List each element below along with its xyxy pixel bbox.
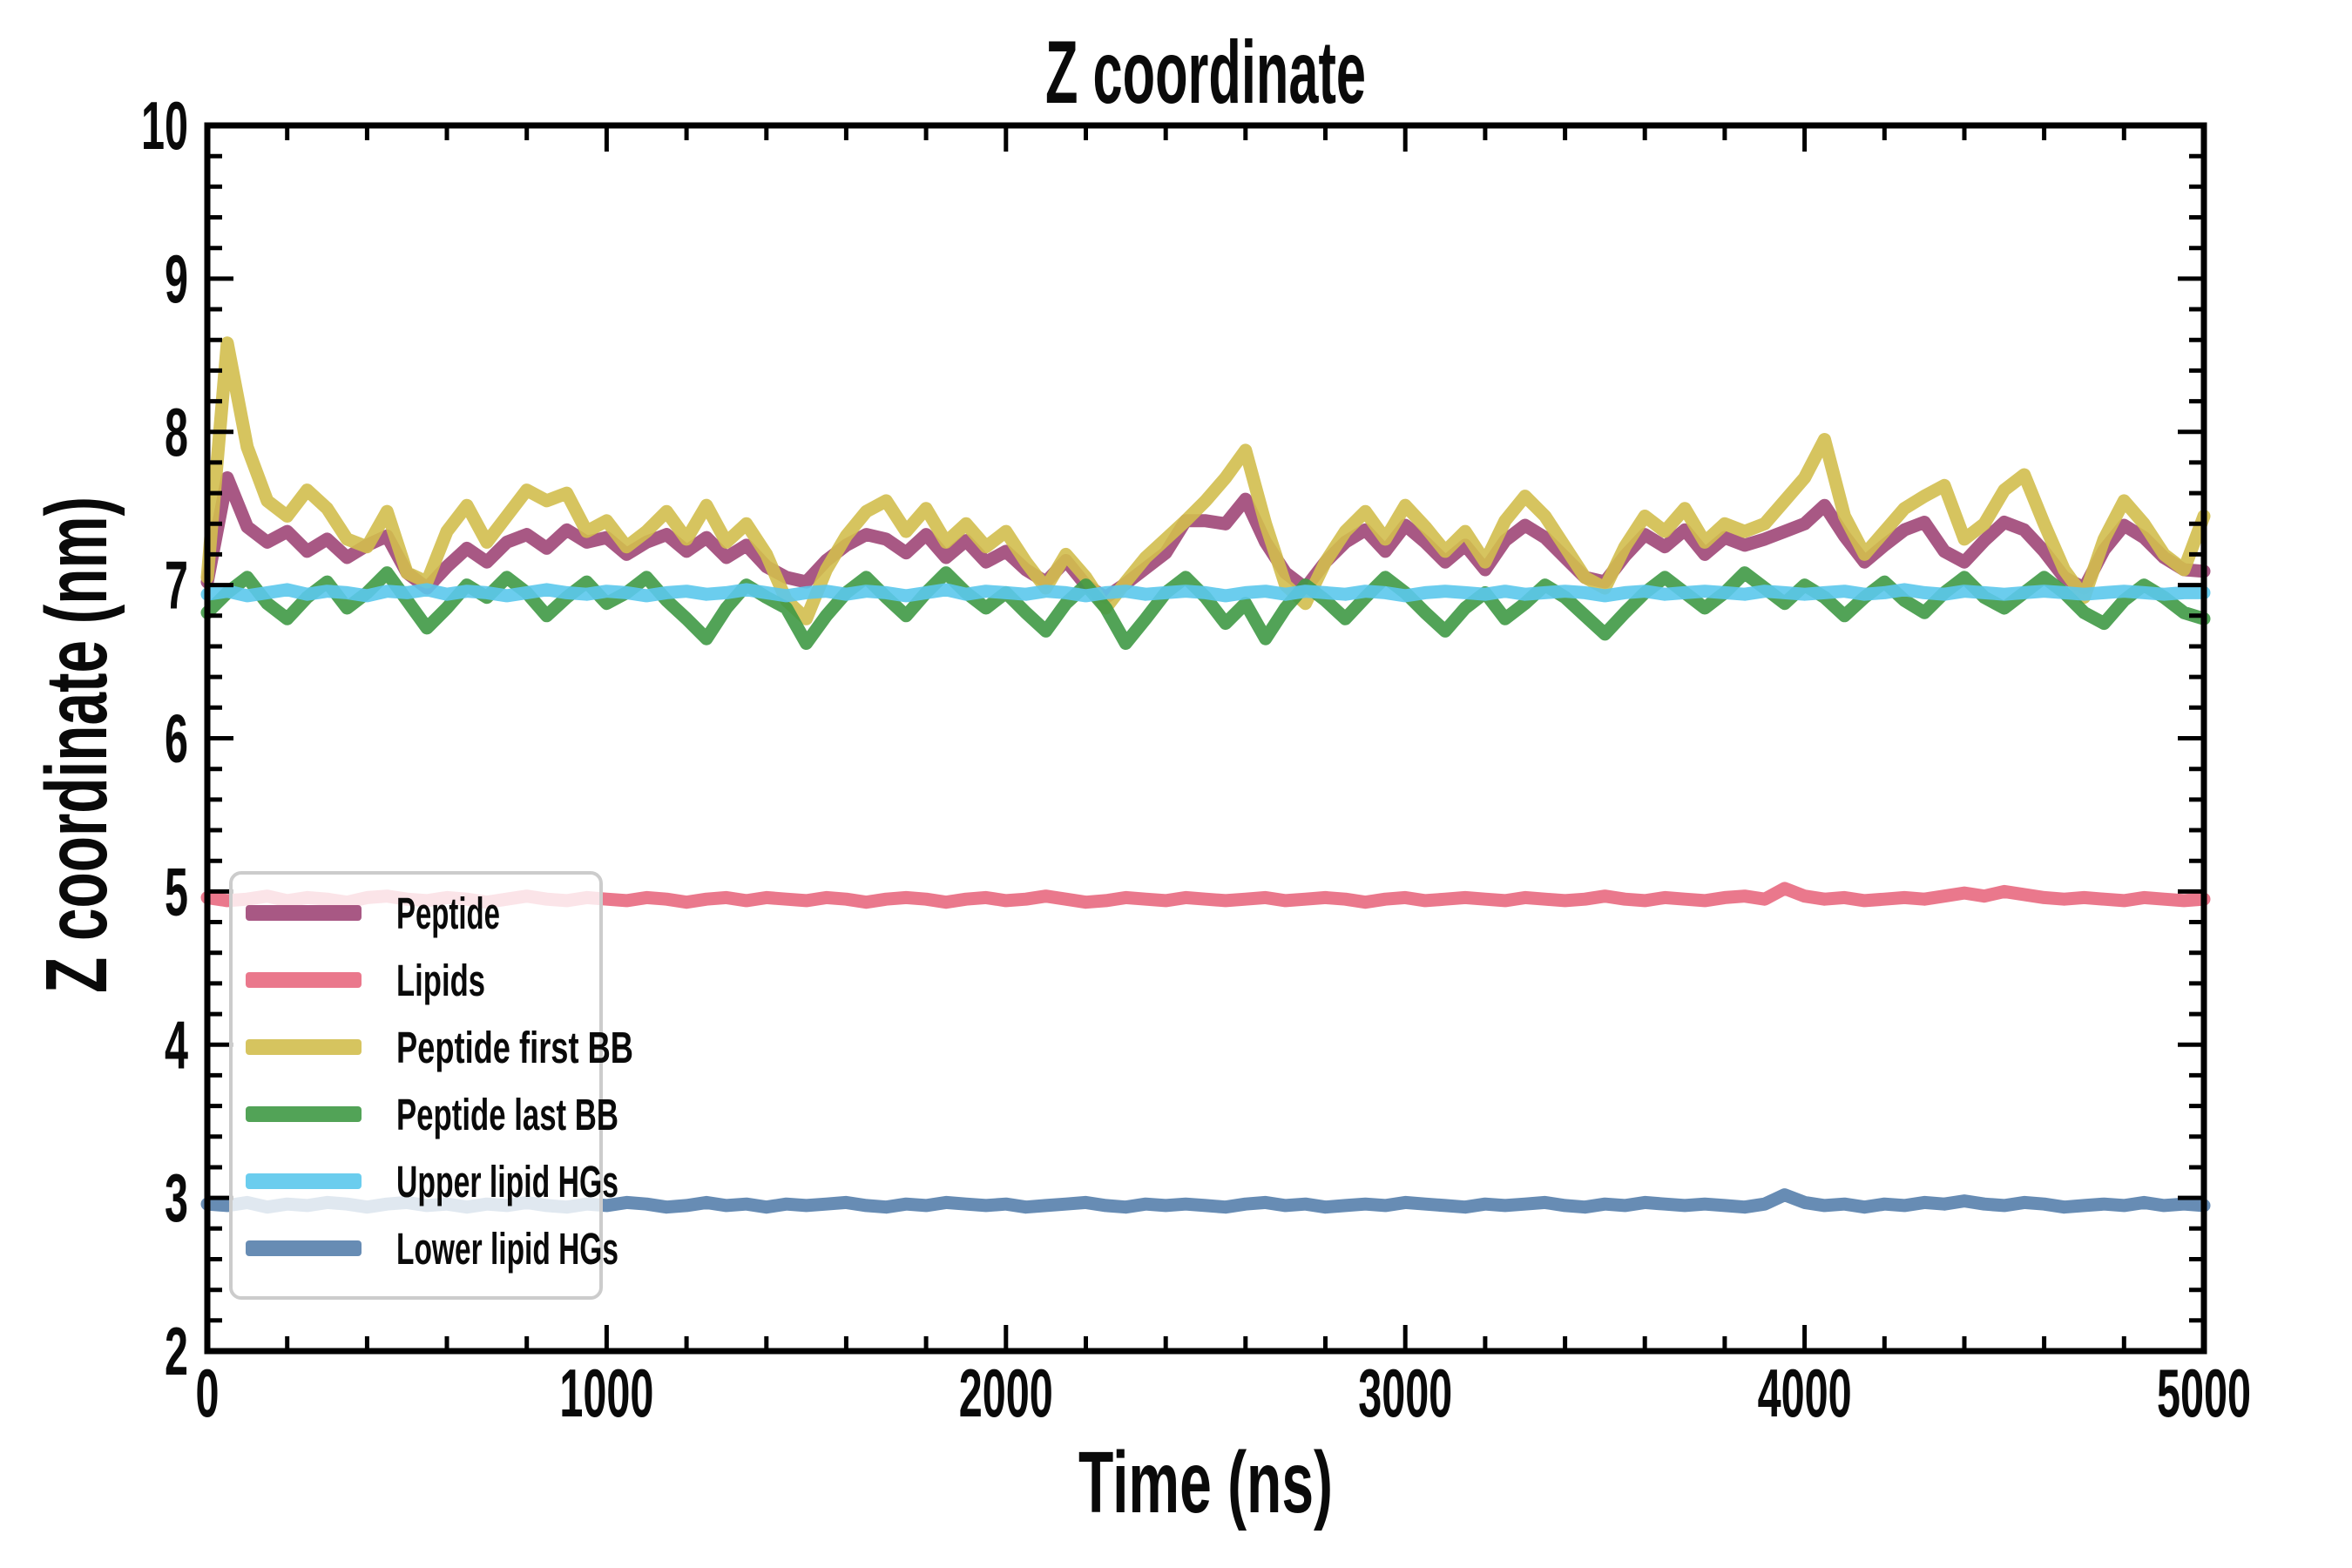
y-tick-label: 2 xyxy=(165,1313,188,1389)
y-tick-label: 4 xyxy=(165,1006,188,1083)
legend-item-label: Peptide first BB xyxy=(396,1023,633,1072)
y-tick-label: 8 xyxy=(165,394,188,470)
axes-layer: 0 1000 2000 3000 4000 5000 2 3 4 5 6 7 8 9 10 xyxy=(141,87,2251,1431)
legend-item-peptide-last-bb: Peptide last BB xyxy=(246,1090,618,1139)
legend-item-label: Lower lipid HGs xyxy=(396,1224,618,1274)
x-tick-label: 2000 xyxy=(959,1355,1053,1431)
series-line-upper-lipid-hgs xyxy=(200,583,2211,603)
legend-swatch xyxy=(246,905,362,921)
legend-item-label: Lipids xyxy=(396,956,485,1005)
legend-swatch xyxy=(246,1173,362,1189)
y-tick-label: 5 xyxy=(165,853,188,929)
x-tick-label: 4000 xyxy=(1758,1355,1852,1431)
chart-title: Z coordinate xyxy=(1045,23,1366,122)
x-tick-label: 0 xyxy=(196,1355,220,1431)
legend-swatch xyxy=(246,972,362,988)
y-tick-label: 6 xyxy=(165,700,188,777)
legend-swatch xyxy=(246,1039,362,1055)
legend-item-peptide-first-bb: Peptide first BB xyxy=(246,1023,633,1072)
y-axis-label: Z coordinate (nm) xyxy=(28,497,125,993)
series-line-peptide-first-bb xyxy=(200,336,2211,625)
x-tick-label: 3000 xyxy=(1358,1355,1452,1431)
legend-item-label: Peptide xyxy=(396,889,500,938)
y-tick-label: 3 xyxy=(165,1159,188,1236)
legend-swatch xyxy=(246,1106,362,1122)
x-axis-label: Time (ns) xyxy=(1078,1434,1333,1531)
legend-item-label: Peptide last BB xyxy=(396,1090,618,1139)
legend-item-upper-lipid-hgs: Upper lipid HGs xyxy=(246,1157,618,1206)
y-tick-label: 7 xyxy=(165,547,188,624)
y-tick-label: 10 xyxy=(141,87,188,164)
legend-swatch xyxy=(246,1240,362,1256)
legend-item-label: Upper lipid HGs xyxy=(396,1157,618,1206)
legend: Peptide Lipids Peptide first BB Peptide las… xyxy=(229,871,633,1300)
x-tick-label: 5000 xyxy=(2157,1355,2251,1431)
x-tick-label: 1000 xyxy=(559,1355,653,1431)
legend-item-peptide: Peptide xyxy=(246,889,500,938)
y-tick-label: 9 xyxy=(165,240,188,317)
legend-item-lower-lipid-hgs: Lower lipid HGs xyxy=(246,1224,618,1274)
legend-item-lipids: Lipids xyxy=(246,956,485,1005)
